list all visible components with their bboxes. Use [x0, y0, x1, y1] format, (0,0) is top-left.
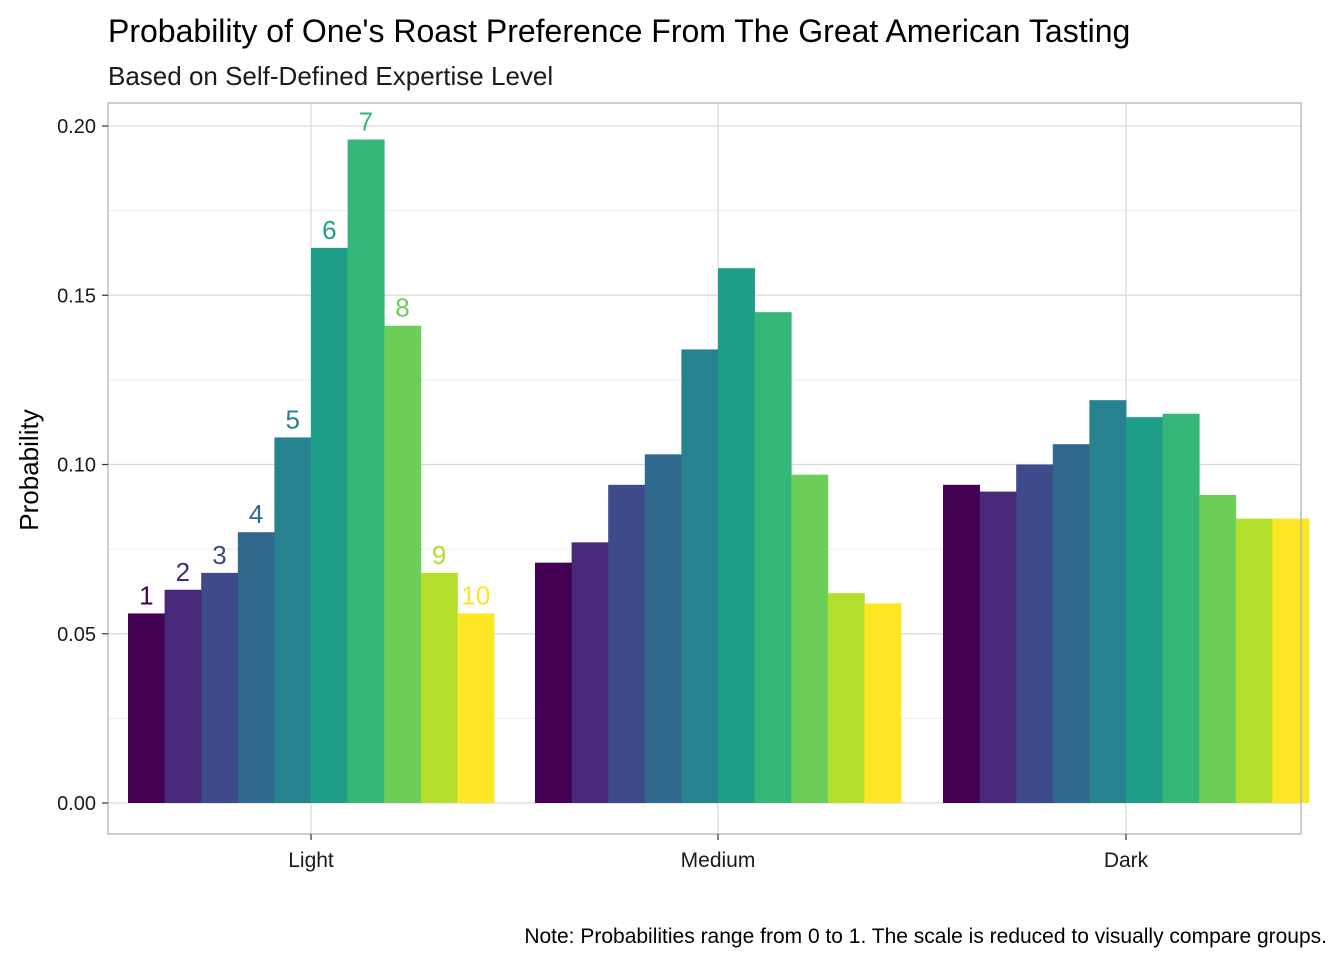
bar-dark-7	[1162, 413, 1200, 803]
bar-light-5	[274, 437, 312, 803]
bar-label-8: 8	[395, 293, 409, 323]
bar-label-9: 9	[432, 540, 446, 570]
chart-subtitle: Based on Self-Defined Expertise Level	[108, 61, 553, 91]
y-tick-label: 0.00	[57, 793, 96, 815]
bar-medium-2	[571, 542, 609, 803]
y-axis-title: Probability	[14, 409, 44, 530]
bar-dark-5	[1089, 400, 1127, 803]
bar-label-2: 2	[176, 557, 190, 587]
bar-light-10	[457, 613, 495, 803]
y-tick-label: 0.15	[57, 285, 96, 307]
bar-medium-4	[644, 454, 682, 803]
bar-medium-10	[864, 603, 902, 803]
bar-medium-6	[718, 268, 755, 803]
y-axis: 0.00 0.05 0.10 0.15 0.20	[57, 116, 108, 815]
bar-label-4: 4	[249, 499, 263, 529]
x-tick-label-light: Light	[288, 849, 334, 872]
chart-caption: Note: Probabilities range from 0 to 1. T…	[524, 925, 1327, 948]
bar-dark-3	[1016, 464, 1054, 803]
bar-light-4	[237, 532, 275, 803]
x-tick-label-dark: Dark	[1104, 849, 1149, 872]
bar-label-6: 6	[322, 215, 336, 245]
bar-medium-3	[608, 484, 646, 803]
bar-light-3	[201, 572, 239, 803]
bar-dark-6	[1126, 417, 1163, 803]
bar-medium-5	[681, 349, 719, 803]
bar-label-10: 10	[461, 580, 490, 610]
bar-dark-4	[1052, 444, 1090, 803]
bar-dark-8	[1199, 494, 1237, 803]
bar-dark-1	[943, 484, 980, 803]
bar-light-7	[347, 139, 385, 804]
bars	[128, 139, 1310, 804]
y-tick-label: 0.20	[57, 116, 96, 138]
x-tick-label-medium: Medium	[681, 849, 756, 872]
chart-title: Probability of One's Roast Preference Fr…	[108, 13, 1130, 49]
y-tick-label: 0.05	[57, 624, 96, 646]
bar-label-7: 7	[359, 107, 373, 137]
x-axis: Light Medium Dark	[288, 834, 1149, 872]
bar-light-8	[384, 325, 422, 803]
bar-medium-1	[535, 562, 572, 803]
bar-light-6	[311, 247, 348, 804]
bar-light-1	[128, 613, 165, 803]
bar-label-1: 1	[139, 580, 153, 610]
bar-label-3: 3	[212, 540, 226, 570]
panel-border	[107, 102, 1302, 835]
bar-dark-2	[979, 491, 1017, 803]
bar-medium-9	[827, 593, 865, 803]
bar-label-5: 5	[285, 404, 299, 434]
bar-dark-10	[1272, 518, 1310, 803]
bar-dark-9	[1235, 518, 1273, 803]
bar-medium-7	[754, 312, 792, 803]
bar-medium-8	[791, 474, 829, 803]
bar-light-2	[164, 589, 202, 803]
bar-light-9	[420, 572, 458, 803]
y-tick-label: 0.10	[57, 455, 96, 477]
